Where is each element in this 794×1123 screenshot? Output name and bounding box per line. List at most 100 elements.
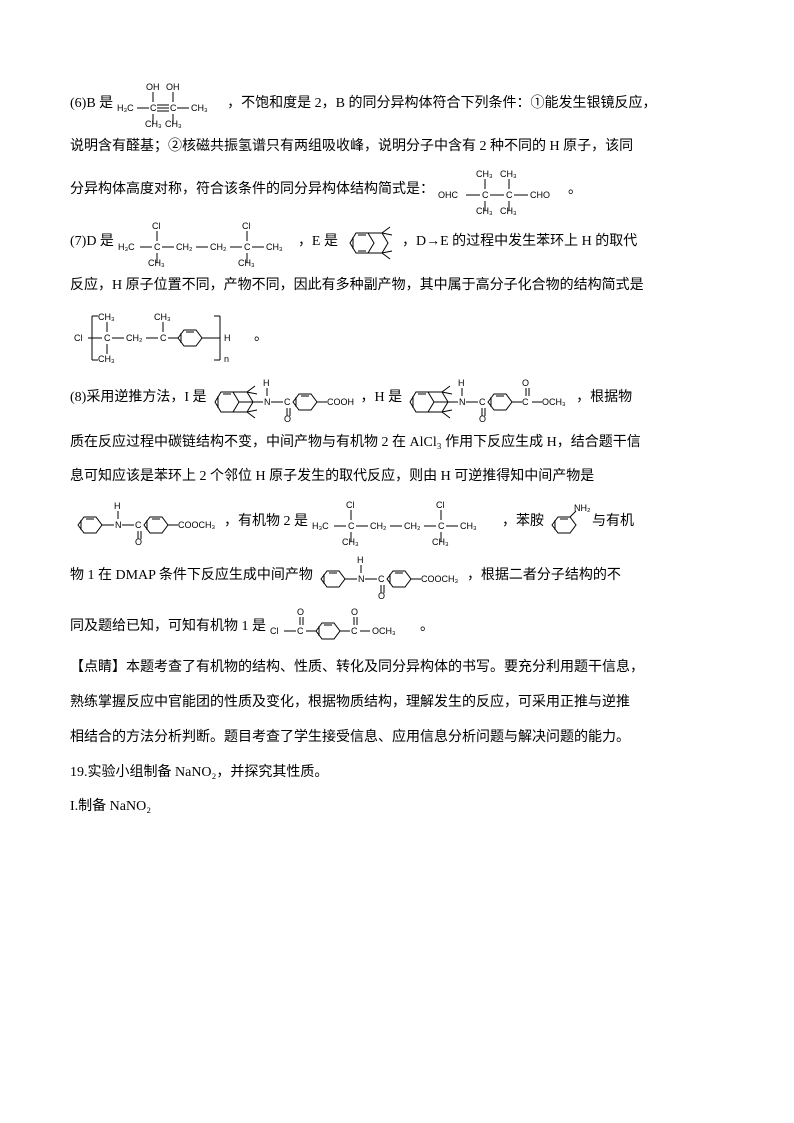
svg-text:C: C [244,242,251,252]
struct-aniline-icon: NH₂ [546,503,590,541]
q8-line1: (8)采用逆推方法，I 是 NH CO COOH ，H 是 [70,374,724,424]
svg-text:CH₃: CH₃ [98,354,115,364]
svg-text:CH₃: CH₃ [342,537,359,546]
svg-text:n: n [224,354,229,364]
svg-text:CH₂: CH₂ [370,521,387,531]
q8-line4: NH CO COOCH₃ ，有机物 2 是 H₃CC CH₂CH₂ CCH₃ C… [70,497,724,547]
svg-text:C: C [150,103,157,113]
svg-text:C: C [351,626,358,636]
svg-text:H: H [263,378,270,388]
svg-text:Cl: Cl [346,500,355,510]
q19-line2: I.制备 NaNO₂ [70,792,724,823]
svg-text:O: O [284,414,291,424]
svg-text:CH₃: CH₃ [154,312,171,322]
svg-text:C: C [135,520,142,530]
svg-text:H: H [357,555,364,565]
svg-text:O: O [351,607,358,617]
svg-text:C: C [438,521,445,531]
q8-line3: 息可知应该是苯环上 2 个邻位 H 原子发生的取代反应，则由 H 可逆推得知中间… [70,462,724,493]
svg-text:CH₃: CH₃ [98,312,115,322]
q6-line3b: 。 [568,175,582,206]
q8-line6b: 。 [420,612,434,643]
svg-text:C: C [479,397,486,407]
svg-text:Cl: Cl [436,500,445,510]
svg-text:N: N [459,397,466,407]
svg-text:C: C [482,190,489,200]
svg-text:NH₂: NH₂ [574,503,590,513]
struct-isomer-icon: OHCCCCHO CH₃CH₃ CH₃CH₃ [436,167,566,215]
svg-text:H₃C: H₃C [118,242,135,252]
svg-text:C: C [297,626,304,636]
svg-text:COOCH₃: COOCH₃ [178,520,215,530]
svg-text:COOH: COOH [327,397,354,407]
svg-text:N: N [358,574,365,584]
svg-text:CH₃: CH₃ [148,258,165,267]
svg-text:CH₃: CH₃ [460,521,477,531]
struct-poly-icon: ClCCH₂ C CH₃CH₃CH₃ nH [72,306,252,370]
dianjing-text1: 本题考查了有机物的结构、性质、转化及同分异构体的书写。要充分利用题干信息， [126,660,644,675]
dianjing-line1: 【点睛】本题考查了有机物的结构、性质、转化及同分异构体的书写。要充分利用题干信息… [70,653,724,684]
dianjing-line3: 相结合的方法分析判断。题目考查了学生接受信息、应用信息分析问题与解决问题的能力。 [70,723,724,754]
svg-text:C: C [154,242,161,252]
q6-line3: 分异构体高度对称，符合该条件的同分异构体结构简式是： OHCCCCHO CH₃C… [70,167,724,215]
q8-line2: 质在反应过程中碳链结构不变，中间产物与有机物 2 在 AlCl₃ 作用下反应生成… [70,428,724,459]
q7-mid1: ，E 是 [298,227,338,258]
q6-after: ，不饱和度是 2，B 的同分异构体符合下列条件：①能发生银镜反应， [227,89,656,120]
q8-mid2: ，根据物 [576,383,632,414]
q8-mid1: ，H 是 [361,383,403,414]
svg-text:N: N [264,397,271,407]
struct-i-icon: NH CO COOH [209,374,359,424]
svg-text:OCH₃: OCH₃ [372,626,396,636]
svg-text:C: C [378,574,385,584]
svg-text:C: C [284,397,291,407]
svg-text:OCH₃: OCH₃ [542,397,566,407]
svg-text:CH₃: CH₃ [500,206,517,215]
struct-intermediate-icon: NH CO COOCH₃ [72,497,222,547]
q7-lead: (7)D 是 [70,227,114,258]
svg-text:CH₃: CH₃ [165,119,182,128]
svg-text:CH₃: CH₃ [266,242,283,252]
q7-line3: ClCCH₂ C CH₃CH₃CH₃ nH 。 [70,306,724,370]
svg-text:C: C [348,521,355,531]
svg-text:CH₂: CH₂ [176,242,193,252]
svg-text:CH₃: CH₃ [500,169,517,179]
svg-text:O: O [135,537,142,547]
q6-lead: (6)B 是 [70,89,113,120]
svg-text:O: O [479,414,486,424]
q6-line3a: 分异构体高度对称，符合该条件的同分异构体结构简式是： [70,175,434,206]
svg-text:H₃C: H₃C [117,103,134,113]
svg-text:COOCH₃: COOCH₃ [421,574,458,584]
struct-b-icon: H₃CCC CH₃ OHOH CH₃CH₃ [115,80,225,128]
struct-org2-icon: H₃CC CH₂CH₂ CCH₃ ClCl CH₃CH₃ [310,498,500,546]
svg-text:H: H [224,333,231,343]
svg-text:O: O [522,378,529,388]
svg-text:Cl: Cl [270,626,279,636]
q7-line3b: 。 [254,322,268,353]
q8-line4b: ，苯胺 [502,507,544,538]
svg-text:OH: OH [146,82,160,92]
svg-text:CH₃: CH₃ [432,537,449,546]
svg-text:CHO: CHO [530,190,550,200]
dianjing-line2: 熟练掌握反应中官能团的性质及变化，根据物质结构，理解发生的反应，可采用正推与逆推 [70,688,724,719]
q8-line5b: ，根据二者分子结构的不 [467,561,621,592]
q8-line6a: 同及题给已知，可知有机物 1 是 [70,612,266,643]
q7-mid2: ，D→E 的过程中发生苯环上 H 的取代 [402,227,637,258]
svg-text:O: O [378,591,385,601]
svg-text:CH₂: CH₂ [404,521,421,531]
q8-lead: (8)采用逆推方法，I 是 [70,383,207,414]
q7-line2: 反应，H 原子位置不同，产物不同，因此有多种副产物，其中属于高分子化合物的结构简… [70,271,724,302]
q8-line4c: 与有机 [592,507,634,538]
struct-org1-icon: ClCO CO OCH₃ [268,605,418,649]
svg-text:O: O [297,607,304,617]
svg-text:CH₂: CH₂ [126,333,143,343]
struct-e-icon [340,223,400,263]
q7-line1: (7)D 是 H₃CC CH₂CH₂ CCH₃ ClCl CH₃CH₃ ，E 是… [70,219,724,267]
svg-text:H: H [458,378,465,388]
svg-text:C: C [170,103,177,113]
svg-text:CH₃: CH₃ [476,169,493,179]
svg-text:Cl: Cl [152,221,161,231]
svg-text:C: C [104,333,111,343]
q19-line1: 19.实验小组制备 NaNO₂，并探究其性质。 [70,758,724,789]
struct-intermediate2-icon: NH CO COOCH₃ [315,551,465,601]
q6-line2: 说明含有醛基；②核磁共振氢谱只有两组吸收峰，说明分子中含有 2 种不同的 H 原… [70,132,724,163]
